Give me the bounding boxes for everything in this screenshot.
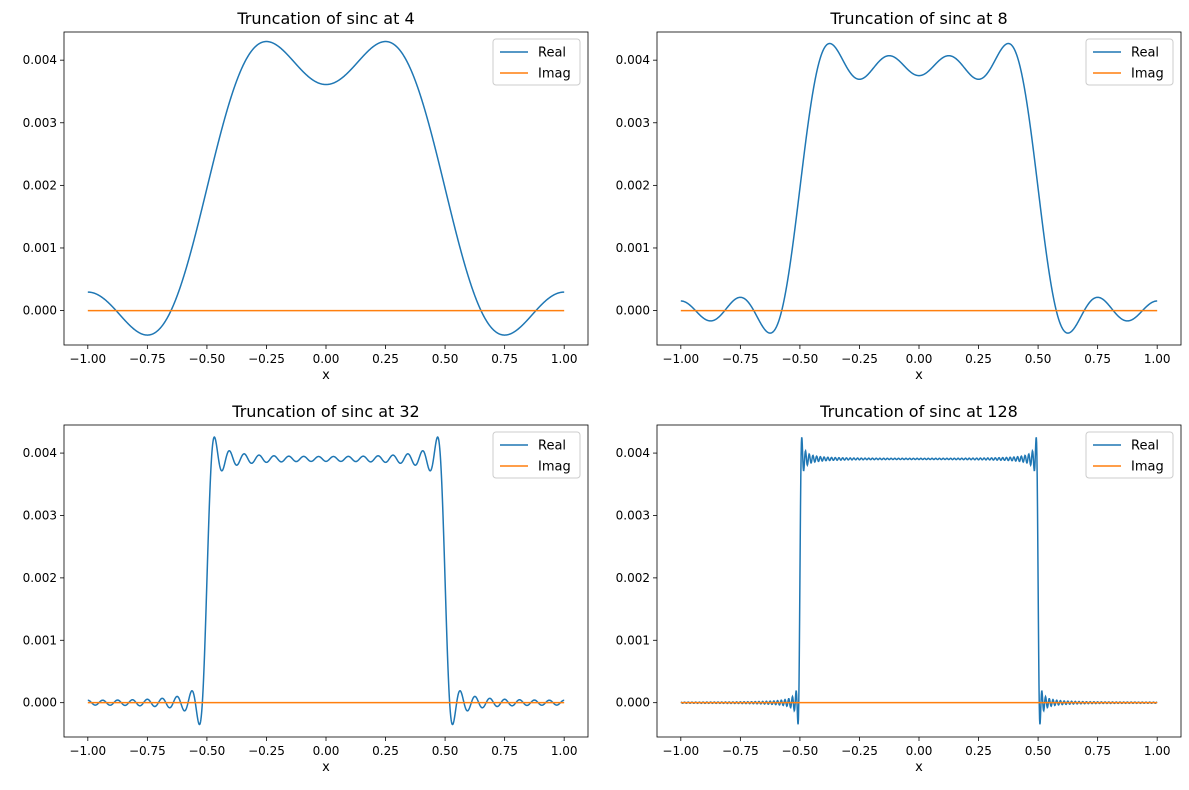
legend-label-real: Real: [1131, 439, 1159, 454]
y-tick-label: 0.004: [23, 446, 57, 460]
y-tick-label: 0.003: [616, 508, 650, 522]
x-axis-label: x: [322, 760, 330, 775]
legend-label-real: Real: [538, 46, 566, 61]
x-tick-label: 0.50: [1025, 744, 1052, 758]
legend-label-imag: Imag: [538, 67, 571, 82]
x-tick-label: −1.00: [69, 352, 106, 366]
x-tick-label: −0.25: [248, 744, 285, 758]
x-tick-label: −1.00: [662, 744, 699, 758]
x-tick-label: −0.75: [722, 352, 759, 366]
x-tick-label: −0.25: [841, 744, 878, 758]
legend: Real Imag: [1085, 38, 1174, 86]
y-tick-label: 0.000: [23, 696, 57, 710]
x-tick-label: 0.25: [965, 352, 992, 366]
series-real-line: [680, 437, 1158, 725]
x-tick-label: −0.50: [782, 744, 819, 758]
x-tick-label: 1.00: [551, 352, 578, 366]
y-tick-label: 0.003: [23, 116, 57, 130]
x-tick-label: 0.25: [372, 352, 399, 366]
subplot-3: Truncation of sinc at 32 −1.00 −0.75 −0.50 −…: [23, 402, 589, 775]
subplot-title: Truncation of sinc at 8: [829, 9, 1007, 28]
y-tick-label: 0.000: [616, 304, 650, 318]
y-tick-label: 0.002: [616, 571, 650, 585]
y-tick-label: 0.002: [23, 178, 57, 192]
legend: Real Imag: [492, 38, 581, 86]
y-tick-label: 0.002: [23, 571, 57, 585]
x-tick-label: −0.50: [189, 352, 226, 366]
y-tick-label: 0.001: [616, 633, 650, 647]
subplot-2: Truncation of sinc at 8 −1.00 −0.75 −0.50 −0…: [616, 9, 1182, 383]
x-tick-label: 0.00: [906, 744, 933, 758]
x-tick-label: 0.00: [313, 744, 340, 758]
x-axis-label: x: [322, 368, 330, 383]
x-tick-label: −0.25: [248, 352, 285, 366]
x-axis-label: x: [915, 760, 923, 775]
legend-label-imag: Imag: [1131, 460, 1164, 475]
y-tick-label: 0.001: [23, 633, 57, 647]
x-tick-label: 0.25: [372, 744, 399, 758]
x-tick-label: 1.00: [1144, 744, 1171, 758]
x-tick-label: 0.75: [491, 352, 518, 366]
legend-label-real: Real: [538, 439, 566, 454]
y-tick-label: 0.001: [23, 241, 57, 255]
x-tick-label: 0.50: [432, 352, 459, 366]
series-real-line: [87, 436, 565, 726]
x-tick-label: 0.75: [1084, 352, 1111, 366]
legend: Real Imag: [492, 431, 581, 479]
subplot-4: Truncation of sinc at 128 −1.00 −0.75 −0.50…: [616, 402, 1182, 775]
x-tick-label: −0.75: [722, 744, 759, 758]
x-tick-label: −0.50: [189, 744, 226, 758]
subplot-title: Truncation of sinc at 128: [819, 402, 1018, 421]
subplot-title: Truncation of sinc at 32: [231, 402, 419, 421]
x-tick-label: 0.50: [432, 744, 459, 758]
x-tick-label: 0.00: [906, 352, 933, 366]
legend-label-real: Real: [1131, 46, 1159, 61]
legend-label-imag: Imag: [1131, 67, 1164, 82]
x-tick-label: −0.25: [841, 352, 878, 366]
x-tick-label: −1.00: [69, 744, 106, 758]
x-axis-label: x: [915, 368, 923, 383]
series-real-line: [680, 42, 1158, 334]
x-tick-label: 0.50: [1025, 352, 1052, 366]
x-tick-label: 1.00: [551, 744, 578, 758]
x-tick-label: −0.75: [129, 744, 166, 758]
x-tick-label: −0.50: [782, 352, 819, 366]
x-tick-label: −1.00: [662, 352, 699, 366]
subplot-1: Truncation of sinc at 4 −1.00 −0.75 −0.50 −0…: [23, 9, 589, 383]
y-tick-label: 0.004: [616, 446, 650, 460]
y-tick-label: 0.002: [616, 178, 650, 192]
legend: Real Imag: [1085, 431, 1174, 479]
subplot-title: Truncation of sinc at 4: [236, 9, 414, 28]
y-tick-label: 0.003: [616, 116, 650, 130]
y-tick-label: 0.004: [616, 53, 650, 67]
y-tick-label: 0.000: [616, 696, 650, 710]
y-tick-label: 0.000: [23, 304, 57, 318]
x-tick-label: 0.75: [1084, 744, 1111, 758]
y-tick-label: 0.003: [23, 508, 57, 522]
x-tick-label: 1.00: [1144, 352, 1171, 366]
y-tick-label: 0.001: [616, 241, 650, 255]
x-tick-label: 0.25: [965, 744, 992, 758]
legend-label-imag: Imag: [538, 460, 571, 475]
y-tick-label: 0.004: [23, 53, 57, 67]
x-tick-label: 0.75: [491, 744, 518, 758]
x-tick-label: −0.75: [129, 352, 166, 366]
series-real-line: [87, 40, 565, 336]
x-tick-label: 0.00: [313, 352, 340, 366]
